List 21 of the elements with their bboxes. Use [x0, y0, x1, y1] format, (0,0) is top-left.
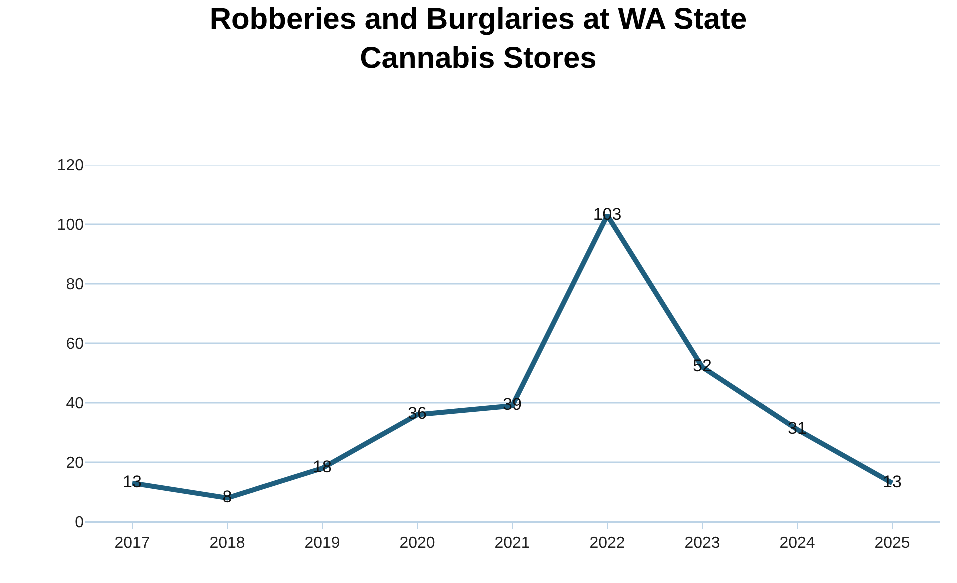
y-tick-label: 80 [66, 276, 84, 294]
x-tick-label: 2025 [874, 535, 910, 552]
x-tick-label: 2017 [114, 535, 150, 552]
y-tick-label: 60 [66, 336, 84, 354]
chart-title: Robberies and Burglaries at WA State Cannabis Stores [210, 3, 748, 76]
y-tick-label: 100 [57, 217, 84, 234]
data-label: 13 [883, 472, 902, 492]
x-tick-label: 2021 [494, 535, 530, 552]
y-tick-label: 0 [75, 514, 84, 532]
y-tick-label: 120 [57, 158, 84, 175]
x-tick-label: 2024 [780, 535, 816, 552]
x-tick-label: 2018 [210, 535, 246, 552]
x-tick-label: 2019 [304, 535, 340, 552]
data-label: 31 [788, 419, 807, 438]
y-tick-label: 40 [66, 396, 84, 413]
x-tick-label: 2022 [590, 535, 626, 552]
y-tick-label: 20 [66, 455, 84, 472]
data-label: 13 [123, 472, 142, 492]
x-tick-label: 2023 [684, 535, 720, 552]
x-tick-label: 2020 [400, 535, 436, 552]
data-label: 103 [593, 204, 622, 224]
